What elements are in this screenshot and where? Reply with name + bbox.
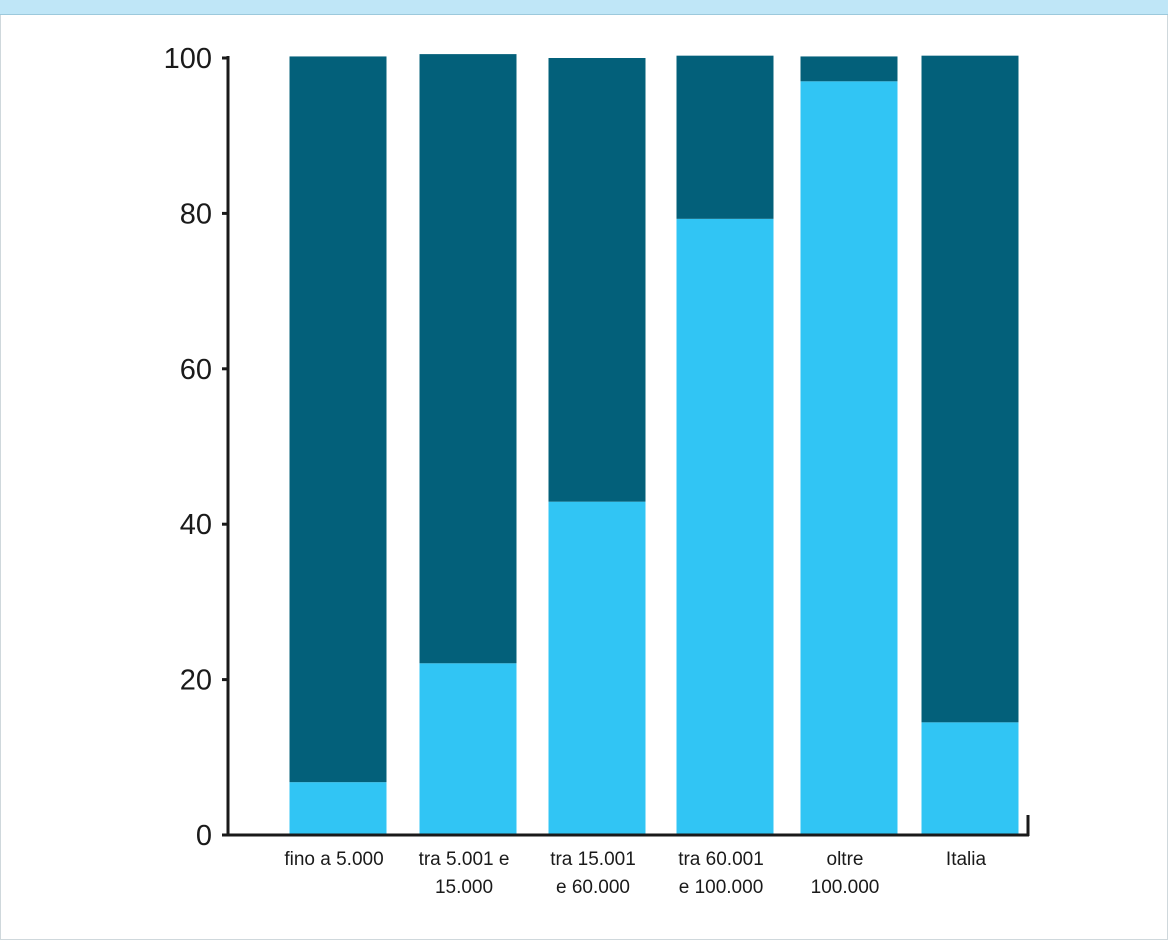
bar-segment-dark-1 [419, 54, 517, 664]
bar-segment-dark-5 [921, 55, 1019, 723]
x-category-label-5-0: Italia [946, 849, 987, 870]
bar-segment-dark-3 [676, 55, 774, 219]
axes-layer [226, 56, 1030, 837]
x-category-label-4-0: oltre [827, 849, 864, 870]
bar-segment-dark-4 [800, 56, 898, 82]
y-tick-label-100: 100 [164, 43, 212, 75]
x-category-label-1-1: 15.000 [435, 877, 493, 898]
x-category-label-3-1: e 100.000 [679, 877, 764, 898]
bar-segment-light-3 [676, 218, 774, 836]
bar-segment-light-1 [419, 663, 517, 835]
y-tick-label-20: 20 [180, 665, 212, 697]
y-tick-label-40: 40 [180, 509, 212, 541]
bar-segment-light-4 [800, 81, 898, 835]
header-strip [0, 0, 1168, 15]
bars-layer [289, 54, 1019, 836]
x-category-label-2-1: e 60.000 [556, 877, 630, 898]
x-category-label-2-0: tra 15.001 [550, 849, 636, 870]
bar-segment-dark-2 [548, 58, 646, 502]
y-tick-label-60: 60 [180, 354, 212, 386]
bar-segment-light-0 [289, 782, 387, 835]
x-category-label-3-0: tra 60.001 [678, 849, 764, 870]
bar-segment-dark-0 [289, 56, 387, 783]
y-axis-ticks: 0 20 40 60 80 100 [164, 43, 228, 852]
bar-segment-light-2 [548, 501, 646, 835]
x-axis-labels: fino a 5.000 tra 5.001 e 15.000 tra 15.001 e… [284, 849, 986, 898]
y-tick-label-0: 0 [196, 820, 212, 852]
x-category-label-1-0: tra 5.001 e [419, 849, 510, 870]
x-category-label-0-0: fino a 5.000 [284, 849, 383, 870]
x-category-label-4-1: 100.000 [811, 877, 880, 898]
y-tick-label-80: 80 [180, 198, 212, 230]
bar-segment-light-5 [921, 722, 1019, 835]
